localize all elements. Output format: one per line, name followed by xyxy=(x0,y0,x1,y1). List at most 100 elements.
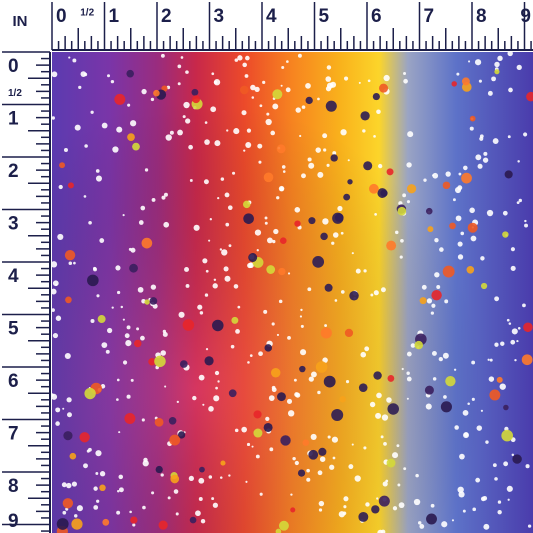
color-dot xyxy=(323,375,336,388)
white-dot xyxy=(438,356,443,362)
white-dot xyxy=(143,457,148,463)
white-dot xyxy=(516,64,522,71)
white-dot xyxy=(96,294,100,298)
white-dot xyxy=(318,508,323,512)
white-dot xyxy=(205,269,209,273)
left-ruler-label: 2 xyxy=(8,161,19,182)
white-dot xyxy=(517,160,520,163)
color-dot xyxy=(378,495,390,507)
top-ruler-label: 4 xyxy=(266,6,277,27)
white-dot xyxy=(510,339,516,345)
white-dot xyxy=(86,449,90,453)
color-dot xyxy=(347,179,353,185)
white-dot xyxy=(167,496,171,500)
white-dot xyxy=(204,293,209,297)
color-dot xyxy=(360,111,370,121)
color-dot xyxy=(243,200,251,209)
white-dot xyxy=(198,477,205,484)
color-dot xyxy=(97,315,106,324)
white-dot xyxy=(234,428,239,433)
white-dot xyxy=(110,79,115,84)
white-dot xyxy=(292,456,296,461)
color-dot xyxy=(124,413,136,424)
white-dot xyxy=(245,55,250,61)
color-dot xyxy=(170,474,180,484)
white-dot xyxy=(254,86,260,93)
white-dot xyxy=(497,509,502,515)
color-dot xyxy=(263,422,273,432)
color-dot xyxy=(368,183,379,194)
white-dot xyxy=(445,171,451,177)
color-dot xyxy=(426,513,437,525)
color-dot xyxy=(182,319,195,331)
color-dot xyxy=(253,410,262,419)
white-dot xyxy=(373,290,379,296)
white-dot xyxy=(255,454,260,459)
white-dot xyxy=(269,447,274,452)
white-dot xyxy=(299,315,303,318)
white-dot xyxy=(286,60,289,63)
color-dot xyxy=(64,250,76,261)
color-dot xyxy=(343,193,351,201)
white-dot xyxy=(431,350,437,356)
white-dot xyxy=(210,106,217,113)
white-dot xyxy=(204,139,210,145)
white-dot xyxy=(177,64,182,69)
white-dot xyxy=(381,414,389,421)
color-dot xyxy=(324,283,333,292)
color-dot xyxy=(502,231,509,238)
color-dot xyxy=(414,340,423,350)
color-dot xyxy=(512,454,522,464)
white-dot xyxy=(118,487,124,493)
white-dot xyxy=(516,339,519,343)
white-dot xyxy=(360,351,367,358)
white-dot xyxy=(392,452,399,459)
white-dot xyxy=(462,509,466,513)
white-dot xyxy=(457,254,464,260)
white-dot xyxy=(487,90,493,96)
color-dot xyxy=(132,142,140,151)
white-dot xyxy=(431,303,436,308)
white-dot xyxy=(351,443,354,446)
top-ruler-label: 2 xyxy=(161,6,172,27)
white-dot xyxy=(502,210,508,216)
white-dot xyxy=(150,97,155,102)
white-dot xyxy=(343,76,349,81)
color-dot xyxy=(192,95,200,104)
white-dot xyxy=(243,149,246,152)
color-dot xyxy=(523,322,533,333)
white-dot xyxy=(163,221,170,228)
color-dot xyxy=(308,217,316,225)
white-dot xyxy=(265,118,272,126)
white-dot xyxy=(83,463,88,469)
white-dot xyxy=(193,224,200,231)
white-dot xyxy=(455,215,462,222)
color-dot xyxy=(526,91,533,102)
color-dot xyxy=(358,383,368,392)
white-dot xyxy=(434,238,439,243)
white-dot xyxy=(185,284,190,288)
white-dot xyxy=(500,341,505,346)
white-dot xyxy=(268,395,275,401)
white-dot xyxy=(141,418,145,422)
white-dot xyxy=(430,503,435,508)
white-dot xyxy=(378,163,383,169)
white-dot xyxy=(132,523,136,527)
white-dot xyxy=(355,268,361,274)
white-dot xyxy=(130,378,134,382)
color-dot xyxy=(220,460,226,466)
white-dot xyxy=(219,476,223,479)
white-dot xyxy=(317,171,324,178)
white-dot xyxy=(115,265,121,271)
white-dot xyxy=(475,154,482,161)
white-dot xyxy=(78,85,82,90)
white-dot xyxy=(369,401,376,408)
color-dot xyxy=(275,528,282,533)
white-dot xyxy=(183,101,190,109)
white-dot xyxy=(474,59,482,66)
color-dot xyxy=(426,207,433,215)
white-dot xyxy=(266,112,270,116)
white-dot xyxy=(524,219,527,223)
white-dot xyxy=(332,232,339,238)
color-dot xyxy=(494,69,500,75)
